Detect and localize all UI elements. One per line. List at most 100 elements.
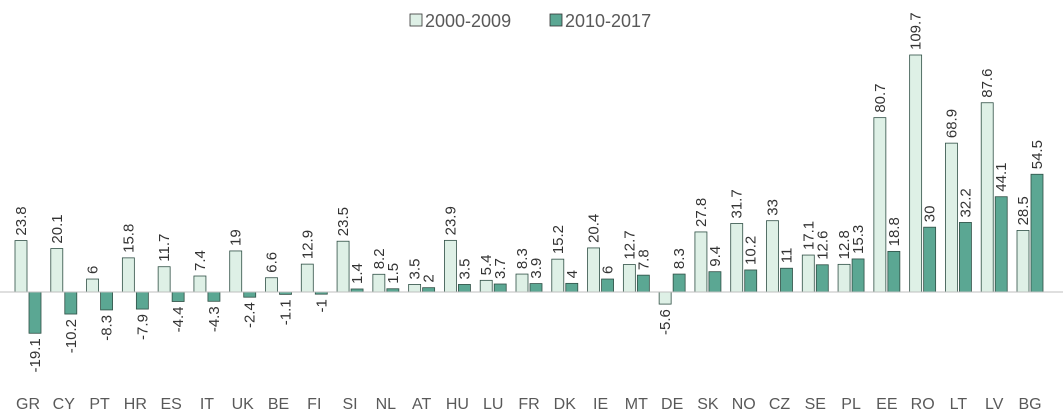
value-label: 33	[765, 199, 782, 216]
x-tick-label: NL	[376, 396, 397, 413]
bar	[300, 263, 314, 293]
bar	[336, 240, 350, 293]
value-label: 17.1	[800, 221, 817, 250]
value-label: -2.4	[242, 302, 259, 328]
bar	[587, 247, 600, 293]
bar	[265, 277, 278, 293]
bar	[837, 263, 851, 293]
value-label: 6	[600, 266, 617, 274]
x-tick-label: DE	[661, 396, 683, 413]
bar	[193, 275, 207, 293]
value-label: 12.6	[814, 231, 831, 260]
value-label: 3.7	[492, 258, 509, 279]
value-label: 3.9	[528, 258, 545, 279]
value-label: 12.9	[299, 230, 316, 259]
value-label: 68.9	[943, 109, 960, 138]
value-label: 2	[421, 274, 438, 282]
x-tick-label: NO	[732, 396, 756, 413]
value-label: 8.3	[514, 248, 531, 269]
bar	[100, 291, 113, 311]
value-label: 54.5	[1029, 140, 1046, 169]
value-label: 23.5	[335, 207, 352, 236]
x-tick-label: BG	[1018, 396, 1041, 413]
bar	[444, 239, 457, 293]
value-label: 11.7	[156, 234, 173, 262]
bar	[64, 291, 78, 315]
x-tick-label: IT	[200, 396, 214, 413]
bar	[529, 283, 543, 293]
value-label: 44.1	[993, 163, 1010, 192]
bar	[493, 283, 507, 293]
bar	[157, 266, 171, 293]
value-label: 1.4	[349, 263, 366, 284]
value-label: 3.5	[407, 259, 424, 280]
x-tick-label: BE	[268, 396, 289, 413]
value-label: 7.4	[192, 250, 209, 271]
bar	[672, 273, 686, 293]
value-label: 1.5	[385, 263, 402, 284]
value-label: 12.8	[836, 230, 853, 259]
bar	[959, 222, 972, 293]
x-tick-label: CZ	[769, 396, 791, 413]
bar	[422, 287, 436, 293]
bar	[730, 223, 744, 293]
bar	[780, 267, 793, 293]
value-label: 12.7	[621, 230, 638, 259]
bar	[243, 291, 257, 298]
value-label: 8.3	[671, 248, 688, 269]
value-label: 9.4	[707, 246, 724, 267]
value-label: -1	[313, 299, 330, 312]
x-tick-label: CY	[53, 396, 76, 413]
x-tick-label: DK	[554, 396, 577, 413]
x-tick-label: AT	[412, 396, 431, 413]
bar	[171, 291, 185, 302]
bar	[50, 248, 64, 293]
bar	[622, 264, 636, 293]
x-tick-label: SE	[805, 396, 826, 413]
bar	[636, 274, 650, 293]
value-label: 27.8	[693, 198, 710, 227]
bar	[601, 278, 614, 293]
bar	[207, 291, 221, 302]
value-label: 3.5	[456, 259, 473, 280]
value-label: -10.2	[63, 319, 80, 353]
value-label: 28.5	[1015, 196, 1032, 225]
value-label: 20.4	[586, 214, 603, 243]
value-label: 15.2	[550, 225, 567, 254]
x-tick-label: FI	[307, 396, 321, 413]
value-label: 15.8	[120, 224, 137, 253]
bar	[744, 269, 758, 293]
bar	[801, 254, 815, 293]
value-label: 11	[779, 248, 796, 264]
value-label: -4.4	[170, 307, 187, 333]
value-label: 6	[85, 266, 102, 274]
bar	[458, 284, 471, 293]
x-tick-label: PL	[841, 396, 861, 413]
x-tick-label: HU	[446, 396, 469, 413]
x-tick-label: HR	[124, 396, 147, 413]
value-label: 15.3	[850, 225, 867, 254]
bar	[708, 271, 722, 293]
value-label: 7.8	[635, 249, 652, 270]
bar	[372, 273, 386, 293]
bar	[408, 284, 422, 293]
bar	[887, 250, 901, 293]
bar	[479, 279, 493, 293]
legend-swatch	[409, 13, 423, 27]
bar	[658, 291, 672, 305]
bar	[28, 291, 42, 334]
x-tick-label: SI	[343, 396, 358, 413]
value-label: -5.6	[657, 309, 674, 335]
bar	[1016, 230, 1030, 293]
x-tick-label: LU	[483, 396, 503, 413]
bar	[851, 258, 865, 293]
value-label: 6.6	[264, 252, 281, 273]
bar	[565, 282, 579, 293]
bar	[994, 196, 1008, 293]
bar	[909, 54, 923, 293]
x-tick-label: GR	[16, 396, 40, 413]
value-label: -4.3	[206, 306, 223, 332]
value-label: 80.7	[872, 83, 889, 112]
x-tick-label: SK	[697, 396, 719, 413]
